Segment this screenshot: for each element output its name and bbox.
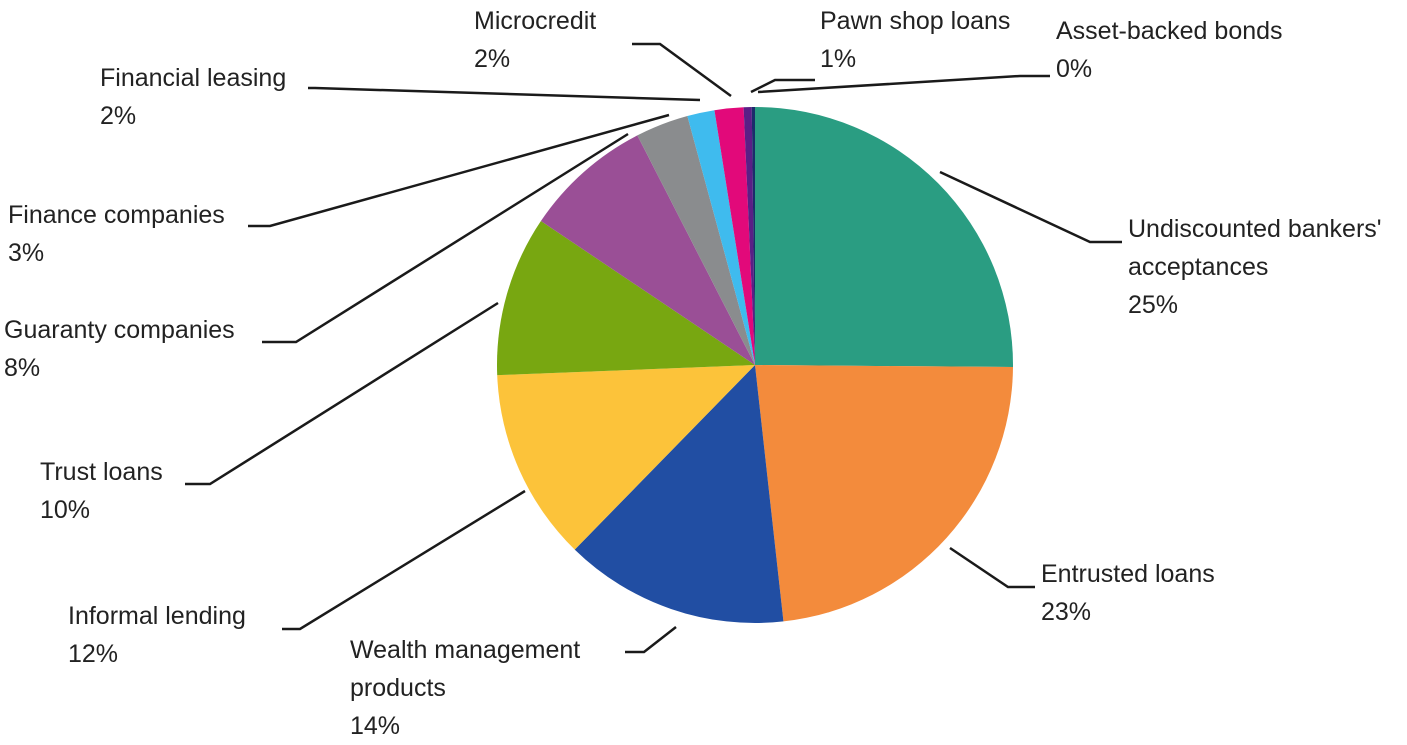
slice-percent: 2% [474, 45, 511, 73]
slice-percent: 10% [40, 496, 91, 524]
slice-percent: 2% [100, 102, 137, 130]
slice-percent: 1% [820, 45, 857, 73]
pie-slice-abs [751, 106, 755, 365]
slice-percent: 25% [1128, 291, 1179, 319]
slice-percent: 14% [350, 712, 401, 740]
slice-label-text: Asset-backed bonds [1056, 17, 1283, 45]
slice-label-abs: Asset-backed bonds 0% [1056, 12, 1283, 88]
slice-percent: 0% [1056, 55, 1093, 83]
slice-label-pawn: Pawn shop loans 1% [820, 2, 1010, 78]
slice-label-guaranty: Guaranty companies 8% [4, 311, 235, 387]
leader-line-undiscounted [939, 170, 1122, 244]
slice-label-text: Wealth management [350, 636, 581, 664]
pie-slice-undiscounted [755, 107, 1013, 368]
leader-line-informal [282, 489, 526, 631]
pie-slice-microcredit [714, 107, 755, 365]
slice-percent: 23% [1041, 598, 1092, 626]
pie-slices [496, 106, 1013, 624]
slice-label-text: Pawn shop loans [820, 7, 1011, 35]
slice-label-text: products [350, 674, 446, 702]
leader-line-microcredit [632, 42, 732, 98]
slice-label-microcredit: Microcredit 2% [474, 2, 596, 78]
pie-slice-wealth [574, 365, 784, 624]
slice-label-text: acceptances [1128, 253, 1269, 281]
slice-label-text: Trust loans [40, 458, 163, 486]
slice-label-leasing: Financial leasing 2% [100, 59, 286, 135]
leader-line-pawn [750, 78, 815, 94]
slice-label-text: Guaranty companies [4, 316, 235, 344]
leader-line-abs [757, 74, 1050, 94]
slice-label-entrusted: Entrusted loans 23% [1041, 555, 1215, 631]
slice-label-text: Informal lending [68, 602, 246, 630]
slice-percent: 3% [8, 239, 45, 267]
pie-slice-pawn [743, 107, 755, 366]
pie-slice-leasing [687, 110, 755, 366]
slice-label-trust: Trust loans 10% [40, 453, 163, 529]
pie-slice-entrusted [755, 365, 1013, 622]
leader-lines [185, 42, 1122, 654]
slice-label-text: Undiscounted bankers' [1128, 215, 1382, 243]
slice-percent: 12% [68, 640, 119, 668]
leader-line-trust [185, 301, 499, 486]
leader-line-entrusted [949, 546, 1035, 589]
leader-line-leasing [308, 86, 701, 102]
leader-line-wealth [625, 626, 677, 654]
leader-line-guaranty [262, 132, 629, 344]
pie-slice-trust [496, 221, 755, 376]
pie-slice-finance [637, 116, 755, 366]
slice-label-text: Microcredit [474, 7, 597, 35]
slice-label-text: Financial leasing [100, 64, 287, 92]
slice-label-text: Finance companies [8, 201, 225, 229]
slice-percent: 8% [4, 354, 41, 382]
slice-label-undiscounted: Undiscounted bankers' acceptances 25% [1128, 210, 1382, 324]
leader-line-finance [248, 113, 670, 228]
slice-label-informal: Informal lending 12% [68, 597, 246, 673]
slice-label-wealth: Wealth management products 14% [350, 631, 580, 745]
pie-slice-guaranty [540, 135, 755, 365]
pie-slice-informal [497, 365, 755, 550]
slice-label-text: Entrusted loans [1041, 560, 1215, 588]
slice-label-finance: Finance companies 3% [8, 196, 225, 272]
